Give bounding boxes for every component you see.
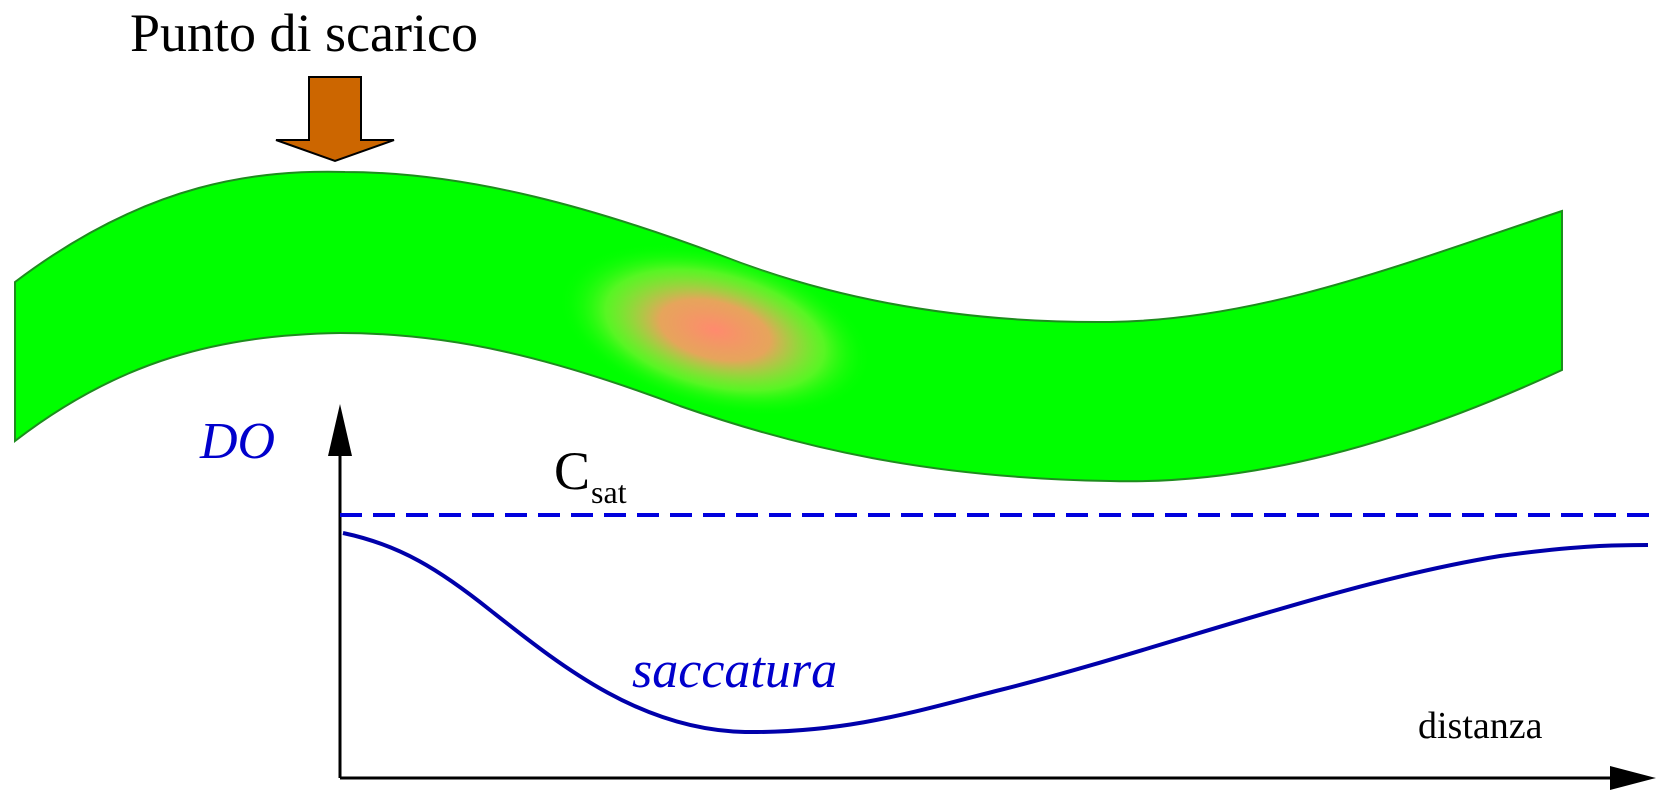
y-axis-label: DO <box>200 413 276 470</box>
x-axis-label: distanza <box>1418 705 1543 747</box>
discharge-point-label: Punto di scarico <box>130 3 478 63</box>
down-arrow-icon <box>275 76 395 163</box>
x-axis-arrowhead <box>1610 766 1656 790</box>
y-axis-arrowhead <box>328 404 352 456</box>
axes <box>328 404 1656 790</box>
river <box>14 170 1563 483</box>
oxygen-sag-curve <box>342 531 1649 735</box>
saturation-label: Csat <box>554 441 627 508</box>
sag-label: saccatura <box>632 642 838 699</box>
saturation-label-main: C <box>554 441 591 501</box>
saturation-label-subscript: sat <box>591 474 627 510</box>
pollution-plume <box>558 243 872 417</box>
